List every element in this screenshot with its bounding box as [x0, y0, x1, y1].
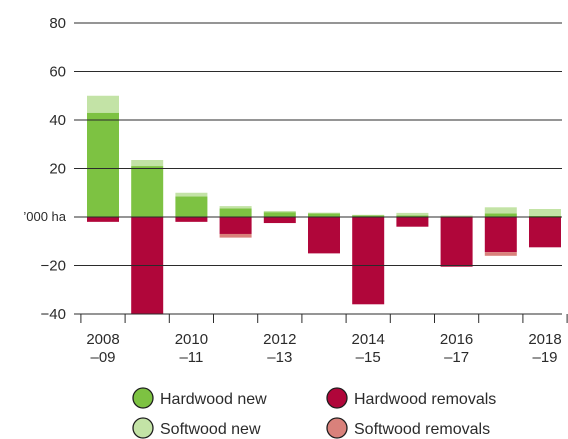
bar-softwood-new-3 [219, 206, 252, 209]
bar-hardwood-new-3 [219, 208, 252, 217]
x-tick-label: 2018 [528, 331, 561, 348]
bar-hardwood-new-4 [263, 212, 296, 217]
bar-hardwood-removals-3 [219, 217, 252, 234]
bar-hardwood-new-5 [308, 213, 340, 217]
x-tick-label-line2: –13 [267, 349, 292, 366]
legend-label-hardwood-removals: Hardwood removals [354, 391, 496, 408]
legend-label-softwood-removals: Softwood removals [354, 421, 490, 438]
x-tick-label-line2: –19 [532, 349, 557, 366]
bar-softwood-new-6 [352, 214, 385, 216]
x-tick-label-line2: –17 [444, 349, 469, 366]
bar-hardwood-new-0 [87, 112, 119, 217]
bar-softwood-new-8 [440, 215, 473, 217]
bar-hardwood-removals-4 [263, 217, 296, 224]
bar-softwood-new-7 [396, 212, 429, 216]
y-tick-label: −20 [41, 258, 66, 275]
bar-softwood-new-0 [87, 95, 119, 113]
bar-softwood-new-5 [308, 212, 340, 214]
bar-softwood-new-10 [529, 209, 561, 216]
legend-swatch-hardwood-removals [326, 387, 348, 409]
bar-softwood-removals-9 [484, 252, 517, 256]
y-tick-label: 40 [49, 112, 66, 129]
zero-axis-label: ’000 ha [23, 209, 66, 224]
y-tick-label: −40 [41, 306, 66, 323]
x-tick-label: 2016 [440, 331, 473, 348]
bar-hardwood-new-7 [396, 215, 429, 217]
bar-hardwood-removals-5 [308, 217, 340, 254]
x-tick-label: 2012 [263, 331, 296, 348]
bar-hardwood-removals-0 [87, 217, 119, 222]
x-tick-label: 2010 [175, 331, 208, 348]
bar-hardwood-removals-9 [484, 217, 517, 253]
bar-hardwood-removals-7 [396, 217, 429, 227]
y-tick-label: 60 [49, 64, 66, 81]
bar-hardwood-removals-2 [175, 217, 208, 222]
bars-group [87, 95, 561, 314]
bar-softwood-removals-3 [219, 233, 252, 238]
bar-softwood-new-9 [484, 207, 517, 214]
y-tick-label: 20 [49, 161, 66, 178]
bar-hardwood-removals-8 [440, 217, 473, 267]
bar-hardwood-new-1 [131, 166, 164, 217]
legend: Hardwood new Softwood new Hardwood removal… [132, 387, 496, 439]
legend-label-hardwood-new: Hardwood new [160, 391, 267, 408]
legend-label-softwood-new: Softwood new [160, 421, 261, 438]
bar-hardwood-new-2 [175, 196, 208, 217]
x-tick-label-line2: –15 [356, 349, 381, 366]
x-tick-label: 2008 [86, 331, 119, 348]
bar-hardwood-new-10 [529, 215, 561, 217]
legend-swatch-softwood-removals [326, 417, 348, 439]
bar-softwood-new-1 [131, 160, 164, 167]
bar-softwood-new-2 [175, 192, 208, 197]
bar-hardwood-new-6 [352, 215, 385, 217]
bar-softwood-new-4 [263, 210, 296, 213]
x-tick-label: 2014 [352, 331, 385, 348]
x-tick-label-line2: –09 [90, 349, 115, 366]
legend-swatch-softwood-new [132, 417, 154, 439]
legend-swatch-hardwood-new [132, 387, 154, 409]
y-tick-label: 80 [49, 15, 66, 32]
bar-hardwood-removals-6 [352, 217, 385, 305]
bar-hardwood-removals-10 [529, 217, 561, 248]
bar-hardwood-new-9 [484, 213, 517, 217]
x-tick-label-line2: –11 [179, 349, 203, 366]
